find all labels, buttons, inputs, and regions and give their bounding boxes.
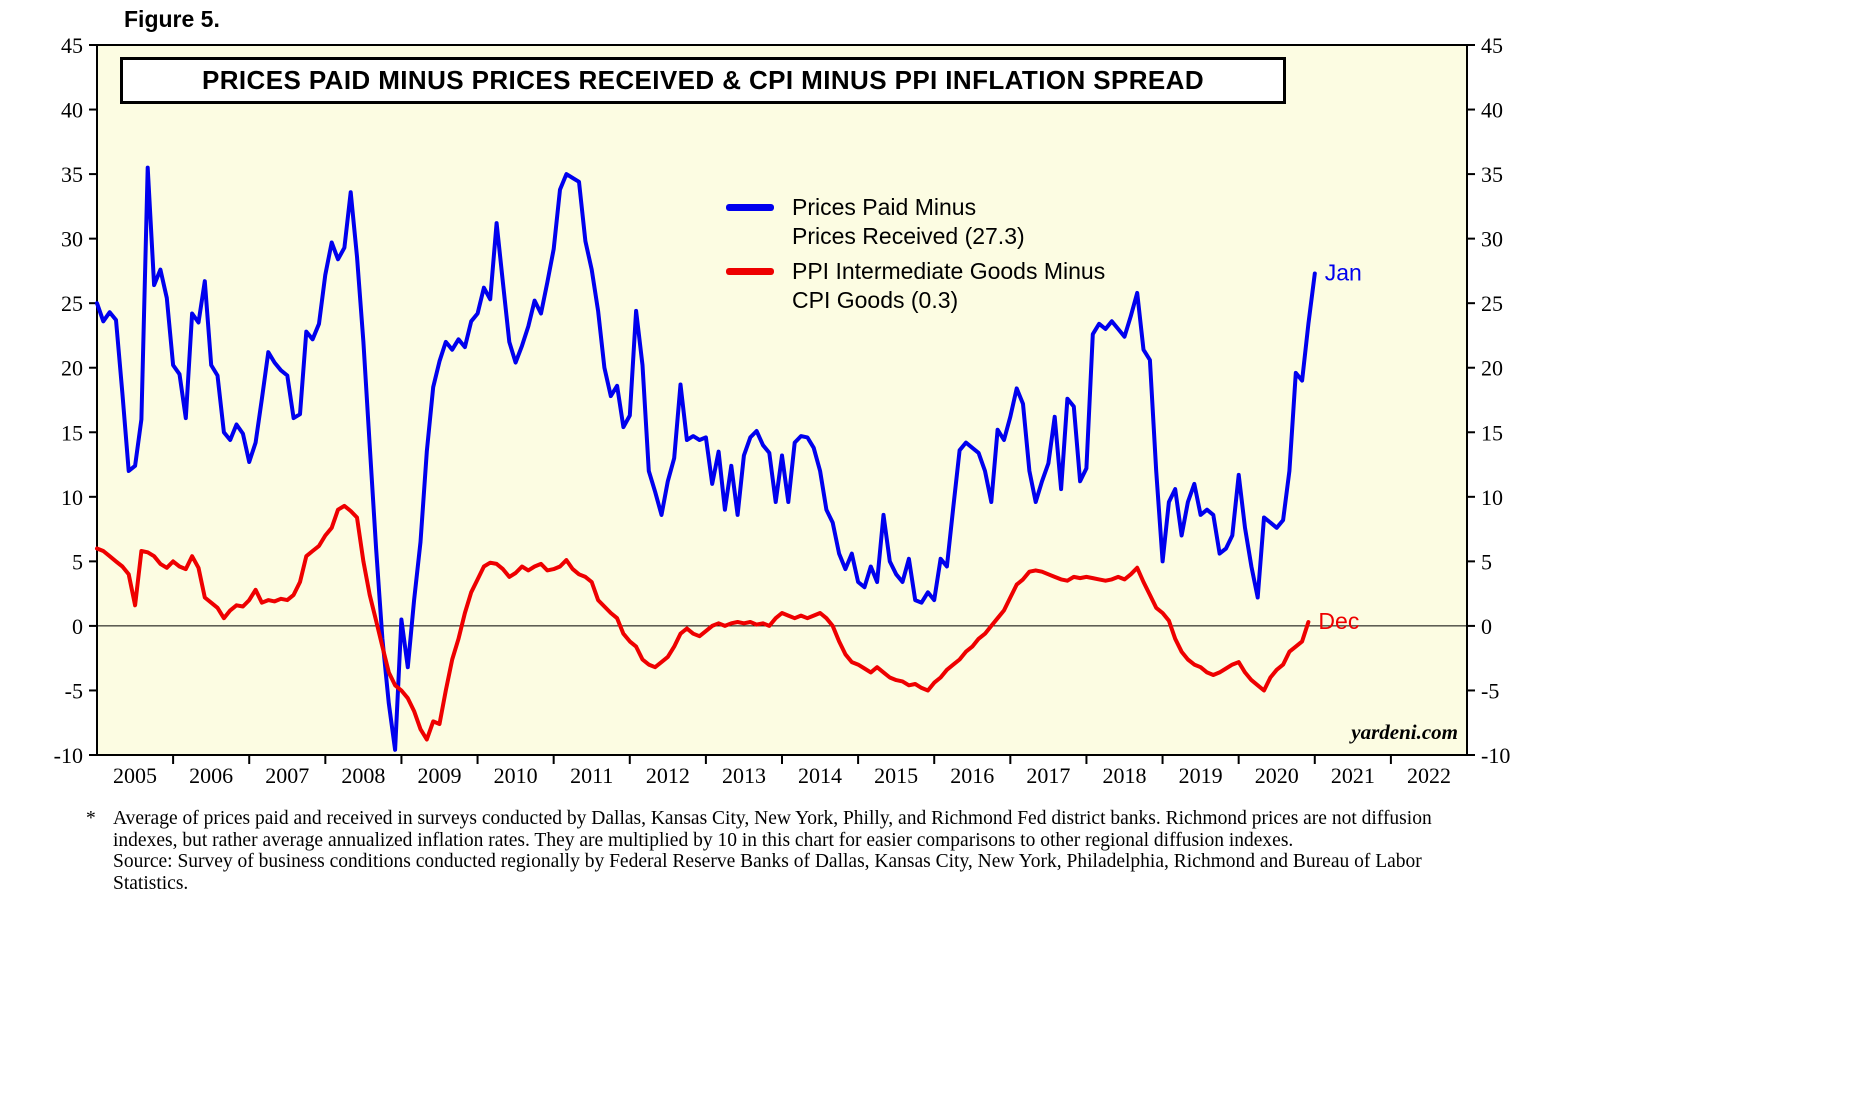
y-axis-label-left: 25 [61, 291, 83, 316]
y-axis-label-right: 25 [1481, 291, 1503, 316]
y-axis-label-left: 10 [61, 485, 83, 510]
x-axis-year-label: 2010 [494, 763, 538, 788]
footnote-text: Average of prices paid and received in s… [113, 808, 1432, 851]
y-axis-label-right: 20 [1481, 356, 1503, 381]
prices-paid-minus-received-end-label: Jan [1325, 259, 1362, 285]
legend-label-ppi-cpi: PPI Intermediate Goods Minus CPI Goods (… [792, 257, 1105, 315]
x-axis-year-label: 2005 [113, 763, 157, 788]
ppi-intermediate-minus-cpi-line [95, 503, 1311, 742]
y-axis-label-left: 0 [72, 614, 83, 639]
y-axis-label-left: 15 [61, 420, 83, 445]
x-axis-year-label: 2008 [341, 763, 385, 788]
y-axis-label-left: 35 [61, 162, 83, 187]
y-axis-label-right: 15 [1481, 420, 1503, 445]
legend-label-prices-paid: Prices Paid Minus Prices Received (27.3) [792, 193, 1025, 251]
footnote-marker: * [86, 808, 96, 829]
y-axis-label-left: 5 [72, 549, 83, 574]
x-axis-year-label: 2014 [798, 763, 842, 788]
y-axis-label-right: -10 [1481, 743, 1510, 768]
chart-legend: Prices Paid Minus Prices Received (27.3)… [726, 193, 1105, 321]
x-axis-year-label: 2013 [722, 763, 766, 788]
y-axis-label-right: 0 [1481, 614, 1492, 639]
x-axis-year-label: 2016 [950, 763, 994, 788]
legend-label-line2: CPI Goods (0.3) [792, 287, 959, 313]
x-axis-year-label: 2020 [1255, 763, 1299, 788]
y-axis-label-right: 40 [1481, 98, 1503, 123]
plot-border [96, 44, 1468, 756]
footnote-body: Average of prices paid and received in s… [113, 808, 1483, 894]
chart-title: PRICES PAID MINUS PRICES RECEIVED & CPI … [202, 65, 1204, 95]
x-axis-year-label: 2009 [418, 763, 462, 788]
y-axis-label-left: -5 [65, 678, 83, 703]
y-axis-label-left: 30 [61, 227, 83, 252]
y-axis-label-left: -10 [54, 743, 83, 768]
y-axis-label-right: 45 [1481, 33, 1503, 58]
footnote-source: Source: Survey of business conditions co… [113, 851, 1422, 894]
legend-label-line2: Prices Received (27.3) [792, 223, 1025, 249]
x-axis-year-label: 2015 [874, 763, 918, 788]
y-axis-label-left: 20 [61, 356, 83, 381]
x-axis-year-label: 2022 [1407, 763, 1451, 788]
figure-label: Figure 5. [124, 6, 220, 32]
y-axis-label-left: 45 [61, 33, 83, 58]
footnote: * Average of prices paid and received in… [86, 808, 1483, 894]
ppi-intermediate-minus-cpi-end-label: Dec [1318, 608, 1359, 634]
y-axis-label-right: -5 [1481, 678, 1499, 703]
prices-paid-minus-received-line [95, 165, 1317, 752]
legend-item-prices-paid: Prices Paid Minus Prices Received (27.3) [726, 193, 1105, 251]
y-axis-label-left: 40 [61, 98, 83, 123]
plot-background [97, 45, 1467, 755]
y-axis-label-right: 10 [1481, 485, 1503, 510]
legend-label-line1: Prices Paid Minus [792, 194, 977, 220]
x-axis-year-label: 2021 [1331, 763, 1375, 788]
x-axis-year-label: 2019 [1179, 763, 1223, 788]
x-axis-year-label: 2017 [1026, 763, 1070, 788]
y-axis-label-right: 5 [1481, 549, 1492, 574]
y-axis-label-right: 30 [1481, 227, 1503, 252]
y-axis-label-right: 35 [1481, 162, 1503, 187]
x-axis-year-label: 2007 [265, 763, 309, 788]
legend-line-red-icon [726, 268, 774, 275]
x-axis-year-label: 2006 [189, 763, 233, 788]
legend-label-line1: PPI Intermediate Goods Minus [792, 258, 1106, 284]
x-axis-year-label: 2011 [570, 763, 613, 788]
x-axis-year-label: 2012 [646, 763, 690, 788]
watermark: yardeni.com [1351, 720, 1458, 744]
legend-item-ppi-cpi: PPI Intermediate Goods Minus CPI Goods (… [726, 257, 1105, 315]
chart-title-box: PRICES PAID MINUS PRICES RECEIVED & CPI … [120, 57, 1286, 104]
legend-line-blue-icon [726, 204, 774, 211]
x-axis-year-label: 2018 [1103, 763, 1147, 788]
